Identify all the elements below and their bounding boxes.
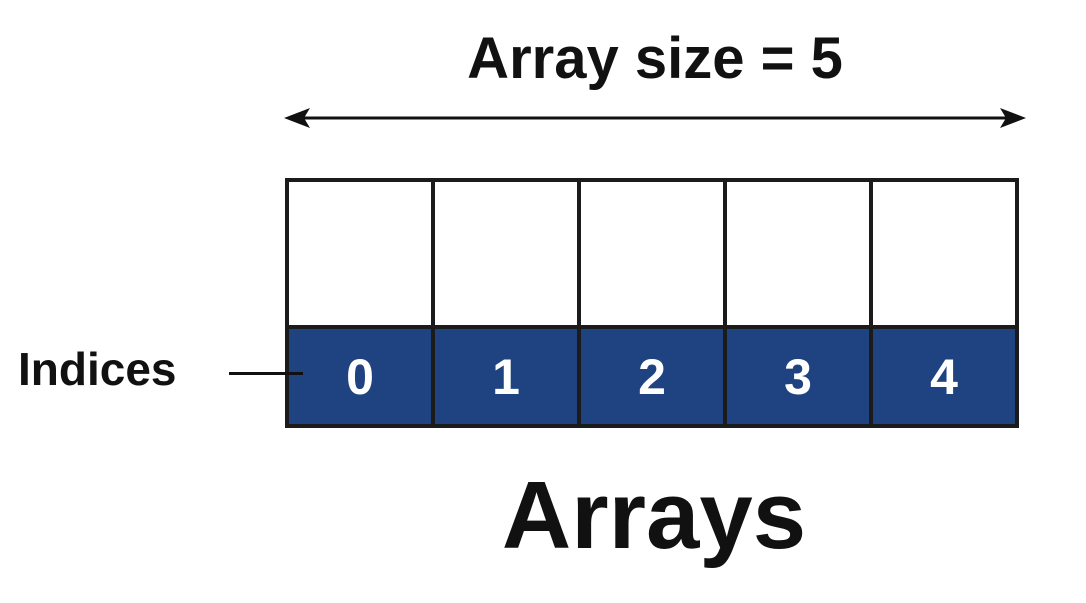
index-cell-3: 3 xyxy=(727,329,869,424)
index-cell-4: 4 xyxy=(873,329,1015,424)
array-cell-3 xyxy=(727,182,869,325)
indices-pointer-line xyxy=(229,372,303,375)
index-cell-0: 0 xyxy=(289,329,431,424)
indices-label: Indices xyxy=(18,343,177,395)
array-diagram: 0 1 2 3 4 xyxy=(285,178,1019,428)
index-cell-2: 2 xyxy=(581,329,723,424)
array-size-label: Array size = 5 xyxy=(467,26,843,91)
double-arrow-icon xyxy=(284,108,1026,128)
array-cell-4 xyxy=(873,182,1015,325)
index-cell-1: 1 xyxy=(435,329,577,424)
array-cell-0 xyxy=(289,182,431,325)
array-cell-1 xyxy=(435,182,577,325)
array-cell-2 xyxy=(581,182,723,325)
diagram-title: Arrays xyxy=(501,462,807,569)
